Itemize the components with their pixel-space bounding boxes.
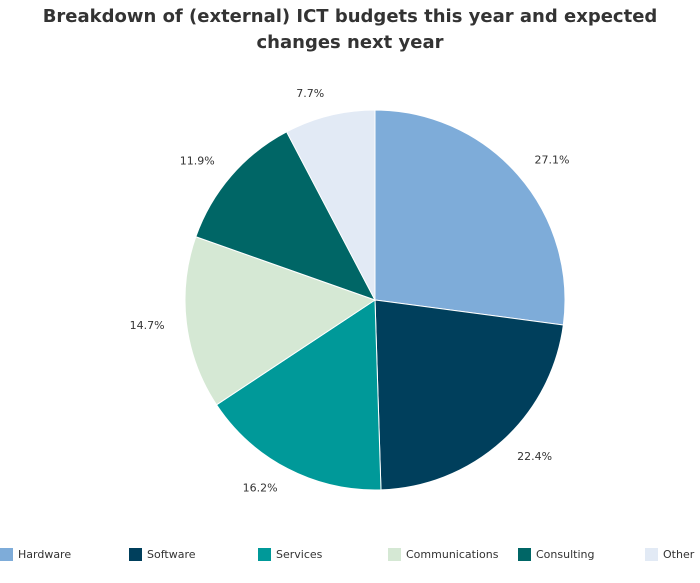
legend-swatch xyxy=(645,548,658,561)
legend-label: Software xyxy=(147,548,196,561)
data-label: 14.7% xyxy=(130,319,165,332)
legend-swatch xyxy=(388,548,401,561)
legend-label: Communications xyxy=(406,548,499,561)
legend-swatch xyxy=(0,548,13,561)
legend-label: Services xyxy=(276,548,323,561)
legend-label: Consulting xyxy=(536,548,594,561)
pie-slice xyxy=(195,131,377,301)
pie-slice xyxy=(285,109,376,301)
pie-slice xyxy=(374,109,566,326)
chart-title: Breakdown of (external) ICT budgets this… xyxy=(42,6,658,53)
data-label: 27.1% xyxy=(534,153,569,166)
pie-slice xyxy=(374,299,564,491)
legend-swatch xyxy=(129,548,142,561)
data-label: 11.9% xyxy=(180,154,215,167)
data-label: 7.7% xyxy=(296,87,324,100)
pie-slice xyxy=(184,236,377,406)
pie-slice xyxy=(215,299,382,491)
legend-swatch xyxy=(258,548,271,561)
legend-label: Other xyxy=(663,548,695,561)
legend-swatch xyxy=(518,548,531,561)
data-label: 16.2% xyxy=(243,481,278,494)
data-label: 22.4% xyxy=(517,450,552,463)
legend-label: Hardware xyxy=(18,548,71,561)
